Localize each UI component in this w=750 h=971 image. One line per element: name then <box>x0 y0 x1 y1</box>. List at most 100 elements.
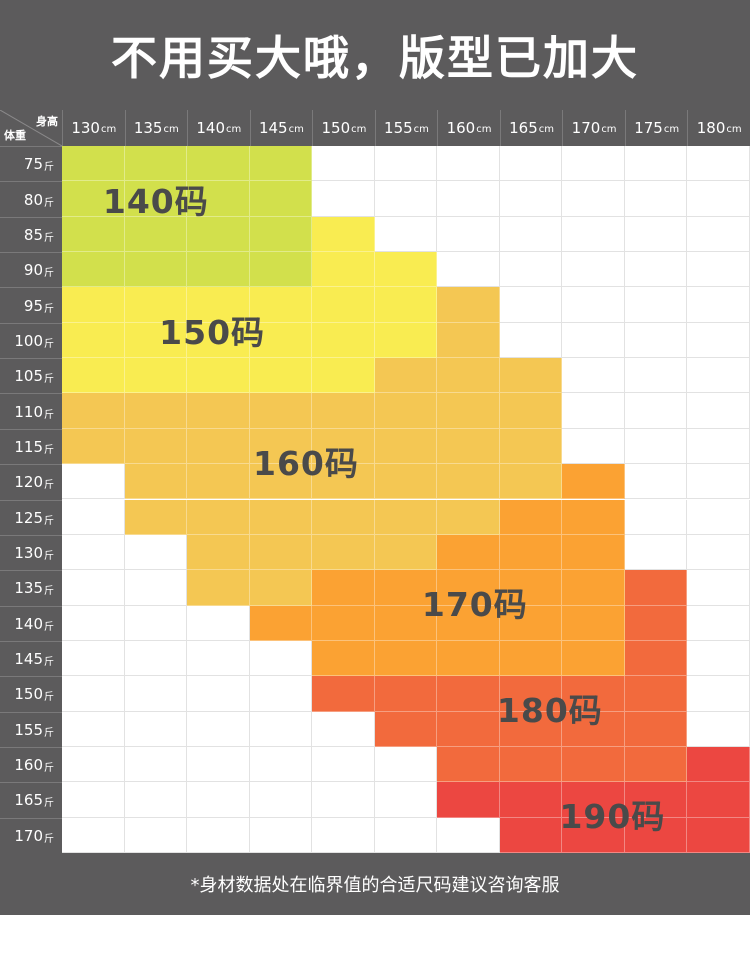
weight-row-header: 145 斤 <box>0 640 62 676</box>
grid-cell-empty <box>62 782 125 818</box>
grid-cell-empty <box>62 711 125 747</box>
grid-cell-size <box>437 428 500 465</box>
grid-cell-size <box>374 570 438 606</box>
weight-row-header-value: 85 <box>23 225 43 244</box>
weight-row-header-unit: 斤 <box>44 763 54 775</box>
grid-cell-empty <box>249 676 313 712</box>
grid-cell-size <box>499 817 563 853</box>
grid-cell-empty <box>687 676 750 712</box>
grid-cell-empty <box>62 570 125 606</box>
grid-cell-empty <box>124 711 188 747</box>
grid-cell-empty <box>437 181 500 217</box>
grid-cell-size <box>499 746 563 783</box>
grid-cell-empty <box>499 216 563 253</box>
weight-row-header-unit: 斤 <box>44 692 54 704</box>
weight-row-header: 105 斤 <box>0 358 62 393</box>
grid-cell-empty <box>499 146 563 182</box>
grid-cell-empty <box>687 358 750 394</box>
grid-cell-empty <box>62 746 125 783</box>
grid-cell-size <box>437 640 500 677</box>
grid-cell-empty <box>187 782 250 818</box>
grid-cell-size <box>187 570 250 606</box>
weight-row-header: 140 斤 <box>0 605 62 641</box>
weight-row-header-value: 145 <box>14 650 43 669</box>
grid-cell-empty <box>124 746 188 783</box>
grid-cell-size <box>187 181 250 217</box>
grid-cell-empty <box>499 287 563 323</box>
weight-row-header-unit: 斤 <box>44 268 54 280</box>
grid-cell-size <box>499 534 563 571</box>
weight-row-header: 95 斤 <box>0 287 62 322</box>
grid-cell-size <box>437 676 500 712</box>
grid-cell-size <box>624 711 688 747</box>
page-title: 不用买大哦，版型已加大 <box>0 0 750 110</box>
height-column-header-value: 140 <box>196 119 226 137</box>
grid-cell-size <box>312 358 375 394</box>
height-column-header-value: 160 <box>446 119 476 137</box>
grid-cell-size <box>499 570 563 606</box>
grid-cell-size <box>249 252 313 288</box>
weight-row-header-unit: 斤 <box>44 833 54 845</box>
grid-cell-empty <box>624 252 688 288</box>
grid-cell-empty <box>437 146 500 182</box>
grid-cell-size <box>312 216 375 253</box>
grid-cell-size <box>249 181 313 217</box>
grid-cell-size <box>374 464 438 500</box>
size-zone-label: 160码 <box>252 443 359 483</box>
grid-cell-size <box>249 499 313 535</box>
grid-cell-empty <box>249 817 313 853</box>
grid-cell-empty <box>499 322 563 359</box>
grid-cell-size <box>562 782 625 818</box>
grid-cell-empty <box>687 287 750 323</box>
grid-cell-size <box>124 322 188 359</box>
grid-cell-size <box>624 746 688 783</box>
grid-cell-size <box>562 817 625 853</box>
weight-row-header: 170 斤 <box>0 817 62 853</box>
grid-cell-size <box>437 287 500 323</box>
grid-cell-empty <box>687 428 750 465</box>
grid-cell-size <box>374 393 438 429</box>
grid-cell-size <box>374 287 438 323</box>
grid-cell-size <box>499 464 563 500</box>
grid-cell-empty <box>687 640 750 677</box>
grid-cell-empty <box>687 216 750 253</box>
height-column-header-value: 135 <box>133 119 163 137</box>
grid-cell-size <box>187 428 250 465</box>
weight-row-header-unit: 斤 <box>44 480 54 492</box>
grid-cell-size <box>687 746 750 783</box>
grid-cell-empty <box>624 358 688 394</box>
height-column-header-unit: cm <box>413 124 429 135</box>
grid-cell-empty <box>624 393 688 429</box>
grid-cell-empty <box>249 782 313 818</box>
grid-cell-size <box>124 499 188 535</box>
weight-row-header: 165 斤 <box>0 782 62 817</box>
grid-cell-size <box>249 358 313 394</box>
weight-row-header-unit: 斤 <box>44 657 54 669</box>
grid-cell-empty <box>312 181 375 217</box>
grid-cell-empty <box>249 746 313 783</box>
grid-cell-empty <box>562 181 625 217</box>
grid-cell-size <box>187 393 250 429</box>
grid-cell-size <box>124 252 188 288</box>
grid-cell-empty <box>499 252 563 288</box>
height-column-header-value: 155 <box>384 119 413 137</box>
grid-cell-size <box>562 499 625 535</box>
grid-cell-size <box>312 393 375 429</box>
grid-cell-size <box>249 146 313 182</box>
weight-row-header-value: 115 <box>14 437 43 456</box>
weight-row-header-unit: 斤 <box>44 444 54 456</box>
weight-row-header-unit: 斤 <box>44 551 54 563</box>
weight-row-header-value: 95 <box>23 296 43 315</box>
grid-cell-size <box>62 287 125 323</box>
grid-cell-empty <box>62 499 125 535</box>
grid-cell-empty <box>124 640 188 677</box>
grid-cell-empty <box>624 534 688 571</box>
height-axis-label: 身高 <box>36 115 58 128</box>
grid-cell-empty <box>562 428 625 465</box>
grid-cell-size <box>249 287 313 323</box>
grid-cell-size <box>187 464 250 500</box>
weight-row-header: 130 斤 <box>0 534 62 570</box>
grid-cell-empty <box>312 146 375 182</box>
grid-cell-size <box>562 676 625 712</box>
grid-cell-size <box>374 252 438 288</box>
